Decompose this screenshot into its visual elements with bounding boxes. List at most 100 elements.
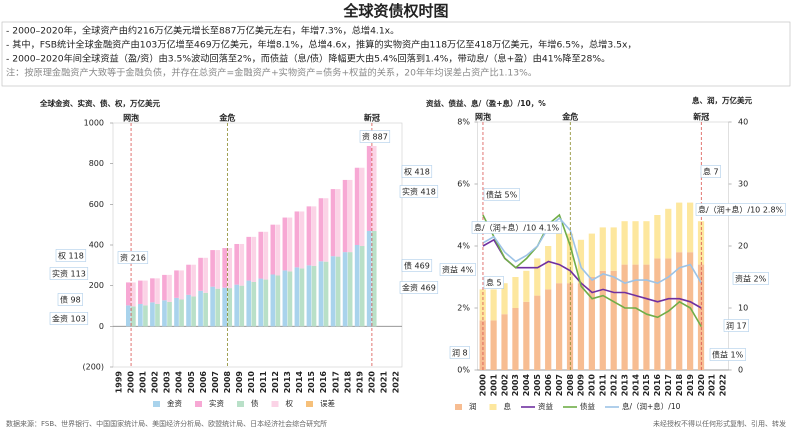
bar bbox=[354, 245, 360, 327]
y-tick-label: 4% bbox=[457, 242, 470, 251]
bar bbox=[155, 303, 160, 327]
line-series bbox=[482, 216, 702, 285]
bar bbox=[239, 285, 245, 327]
bar bbox=[577, 239, 585, 284]
x-tick-label: 2002 bbox=[500, 374, 509, 396]
annotation: 息/（润+息）/10 2.8% bbox=[698, 205, 784, 215]
bar bbox=[323, 198, 329, 262]
annotation-box bbox=[483, 188, 520, 201]
legend-label: 资益 bbox=[538, 401, 553, 411]
y-axis-title: 全球金资、实资、债、权，万亿美元 bbox=[39, 98, 160, 108]
source: 数据来源：FSB、世界银行、中国国家统计局、美国经济分析局、欧盟统计局、日本经济… bbox=[6, 419, 327, 428]
legend-label: 债益 bbox=[580, 401, 595, 411]
legend-label: 债 bbox=[251, 398, 259, 408]
bar bbox=[215, 288, 221, 327]
bar bbox=[294, 267, 300, 327]
x-tick-label: 2006 bbox=[199, 371, 208, 394]
event-label: 金危 bbox=[561, 112, 578, 122]
y2-tick-label: 0 bbox=[738, 366, 743, 375]
x-tick-label: 2003 bbox=[163, 371, 172, 393]
line-series bbox=[482, 213, 702, 328]
annotation: 金资 103 bbox=[52, 314, 86, 324]
legend-label: 误差 bbox=[320, 398, 335, 408]
event-label: 网泡 bbox=[475, 112, 491, 122]
bar bbox=[490, 289, 497, 321]
bar bbox=[523, 270, 530, 302]
x-tick-label: 2003 bbox=[511, 374, 520, 396]
annotation-box bbox=[399, 281, 439, 294]
bar bbox=[167, 274, 172, 302]
x-tick-label: 2007 bbox=[211, 371, 220, 393]
bar bbox=[222, 287, 227, 327]
annotation: 息 7 bbox=[703, 167, 719, 177]
bar bbox=[323, 261, 329, 327]
bar bbox=[621, 264, 628, 370]
legend-swatch bbox=[153, 401, 160, 407]
bar bbox=[162, 300, 167, 327]
bar bbox=[150, 302, 155, 327]
legend-swatch bbox=[237, 401, 244, 407]
y2-tick-label: 10 bbox=[738, 304, 748, 313]
bar bbox=[311, 265, 317, 327]
legend-swatch bbox=[195, 401, 202, 407]
x-tick-label: 2011 bbox=[599, 374, 608, 397]
note: - 2000–2020年间全球资益（盈/资）由3.5%波动回落至2%，而债益（息… bbox=[6, 53, 610, 65]
bar bbox=[131, 282, 136, 307]
bar bbox=[198, 290, 203, 327]
bar bbox=[210, 250, 215, 287]
bar bbox=[555, 233, 563, 284]
annotation-box bbox=[439, 263, 476, 276]
legend-swatch bbox=[271, 401, 279, 407]
annotation: 资 887 bbox=[362, 132, 388, 142]
notes-box bbox=[1, 21, 791, 87]
bar bbox=[299, 211, 305, 269]
annotation: 权 118 bbox=[58, 251, 84, 261]
x-tick-label: 2014 bbox=[295, 371, 304, 394]
y-tick-label: 1000 bbox=[84, 119, 104, 128]
line-series bbox=[482, 238, 702, 309]
bar bbox=[643, 264, 650, 370]
x-tick-label: 2015 bbox=[642, 374, 651, 397]
bar bbox=[263, 231, 269, 280]
x-tick-label: 2020 bbox=[697, 374, 706, 397]
note: - 其中，FSB统计全球金融资产由103万亿增至469万亿美元，年增8.1%，总… bbox=[6, 39, 637, 51]
bar bbox=[287, 271, 293, 327]
bar bbox=[501, 283, 508, 315]
bar bbox=[174, 297, 179, 327]
bar bbox=[270, 274, 276, 327]
annotation-box bbox=[401, 165, 433, 178]
x-tick-label: 2006 bbox=[544, 374, 553, 397]
bar bbox=[138, 303, 143, 327]
bar bbox=[210, 286, 215, 327]
bar bbox=[246, 236, 252, 281]
bar bbox=[179, 299, 184, 327]
y-tick-label: 0 bbox=[99, 322, 104, 331]
bar bbox=[610, 270, 617, 370]
bar bbox=[186, 294, 191, 327]
legend-label: 润 bbox=[469, 401, 477, 411]
x-tick-label: 2009 bbox=[235, 371, 244, 394]
bar bbox=[665, 208, 672, 259]
y-tick-label: 6% bbox=[457, 180, 470, 189]
bar bbox=[258, 278, 264, 327]
x-tick-label: 2021 bbox=[379, 371, 388, 394]
bar bbox=[534, 295, 541, 370]
bar bbox=[512, 277, 519, 308]
annotation: 资 216 bbox=[120, 253, 146, 263]
annotation: 债 469 bbox=[404, 261, 430, 271]
note: 注：按原理金融资产大致等于金融负债，并存在总资产=金融资产+实物资产=债务+权益… bbox=[6, 67, 537, 79]
note: - 2000–2020年，全球资产由约216万亿美元增长至887万亿美元左右，年… bbox=[6, 25, 399, 37]
bar bbox=[150, 278, 155, 303]
bar bbox=[371, 145, 377, 231]
bar bbox=[676, 252, 683, 370]
y-axis-title: 资益、债益、息/（盈+息）/10，% bbox=[426, 98, 546, 108]
y2-axis-title: 息、润，万亿美元 bbox=[692, 95, 752, 105]
legend-label: 权 bbox=[286, 398, 294, 408]
bar bbox=[162, 274, 167, 301]
annotation-box bbox=[117, 251, 149, 264]
x-tick-label: 2011 bbox=[259, 371, 268, 394]
bar bbox=[534, 258, 541, 296]
bar bbox=[330, 256, 336, 327]
bar bbox=[599, 227, 606, 271]
bar bbox=[687, 202, 694, 253]
